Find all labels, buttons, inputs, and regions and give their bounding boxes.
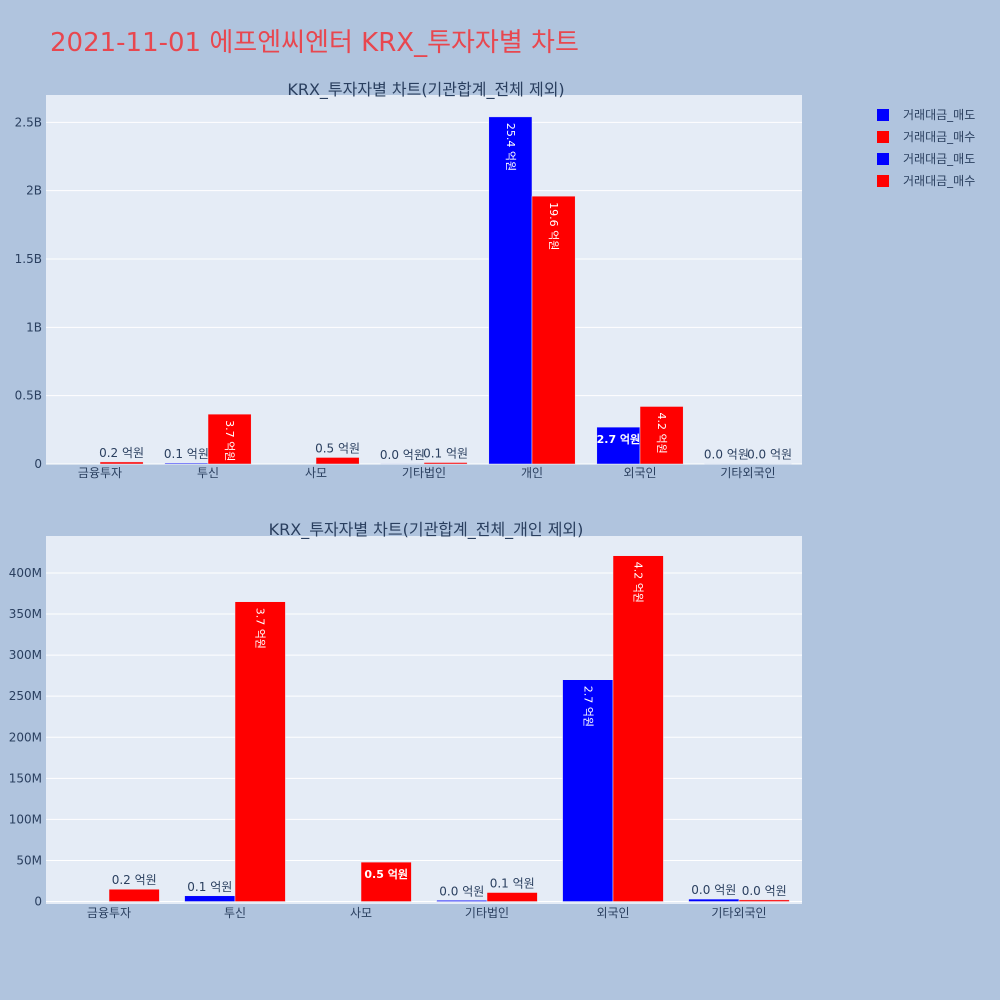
- y-tick-label: 2B: [26, 184, 42, 198]
- bar[interactable]: [164, 462, 209, 465]
- bar-label: 0.0 억원: [439, 884, 484, 898]
- y-tick-label: 1.5B: [15, 252, 42, 266]
- bar[interactable]: [207, 413, 252, 465]
- bar-label: 3.7 억원: [254, 608, 267, 649]
- bar[interactable]: [423, 462, 468, 465]
- y-tick-label: 2.5B: [15, 115, 42, 129]
- y-tick-label: 300M: [9, 648, 42, 662]
- bar[interactable]: [562, 679, 614, 902]
- x-tick-label: 사모: [350, 906, 372, 920]
- bar-label: 0.0 억원: [704, 448, 749, 462]
- legend-swatch: [877, 153, 889, 165]
- y-tick-label: 400M: [9, 566, 42, 580]
- bar[interactable]: [184, 895, 236, 902]
- bar[interactable]: [108, 888, 160, 902]
- bar[interactable]: [436, 900, 488, 902]
- legend-label: 거래대금_매도: [903, 152, 975, 166]
- bar-label: 25.4 억원: [504, 123, 517, 171]
- x-tick-label: 개인: [521, 466, 543, 480]
- bar[interactable]: [612, 555, 664, 902]
- bar[interactable]: [99, 461, 144, 465]
- x-tick-label: 투신: [224, 906, 246, 920]
- bar[interactable]: [531, 195, 576, 465]
- x-tick-label: 기타법인: [465, 906, 509, 920]
- legend-item[interactable]: 거래대금_매수: [877, 130, 975, 144]
- legend-label: 거래대금_매수: [903, 174, 975, 188]
- bar-label: 0.0 억원: [691, 883, 736, 897]
- y-tick-label: 100M: [9, 812, 42, 826]
- bar[interactable]: [488, 116, 533, 465]
- bar[interactable]: [688, 898, 740, 902]
- x-tick-label: 금융투자: [78, 466, 122, 480]
- x-tick-label: 투신: [197, 466, 219, 480]
- y-tick-label: 50M: [16, 853, 42, 867]
- y-tick-label: 200M: [9, 730, 42, 744]
- bar[interactable]: [315, 457, 360, 465]
- bar-label: 0.1 억원: [490, 877, 535, 891]
- chart-title: KRX_투자자별 차트(기관합계_전체 제외): [287, 80, 564, 100]
- bar-label: 0.1 억원: [187, 880, 232, 894]
- bar[interactable]: [234, 601, 286, 902]
- bar-label: 2.7 억원: [581, 686, 594, 727]
- plot-area: [46, 95, 802, 464]
- x-tick-label: 기타외국인: [720, 466, 775, 480]
- bar-label: 0.0 억원: [747, 448, 792, 462]
- bar[interactable]: [486, 892, 538, 902]
- bar-label: 0.1 억원: [164, 447, 209, 461]
- bar[interactable]: [596, 426, 641, 465]
- bar[interactable]: [360, 861, 412, 902]
- y-tick-label: 350M: [9, 607, 42, 621]
- x-tick-label: 외국인: [596, 906, 629, 920]
- page-title: 2021-11-01 에프엔씨엔터 KRX_투자자별 차트: [50, 28, 579, 58]
- bar-label: 0.0 억원: [742, 884, 787, 898]
- x-tick-label: 외국인: [623, 466, 656, 480]
- y-tick-label: 0: [34, 895, 42, 909]
- y-tick-label: 150M: [9, 771, 42, 785]
- bar-label: 4.2 억원: [632, 562, 645, 603]
- legend-item[interactable]: 거래대금_매도: [877, 108, 975, 122]
- legend-swatch: [877, 131, 889, 143]
- chart-top: 0 0.5B 1B 1.5B 2B 2.5B KRX_투자자별 차트(기관합계_전체 제외)…: [15, 80, 802, 480]
- bar-label: 0.5 억원: [315, 441, 360, 455]
- y-tick-label: 0.5B: [15, 389, 42, 403]
- bar-label: 2.7 억원: [597, 432, 641, 446]
- legend-label: 거래대금_매수: [903, 130, 975, 144]
- x-tick-label: 기타외국인: [711, 906, 766, 920]
- legend-swatch: [877, 109, 889, 121]
- bar-label: 0.5 억원: [364, 867, 408, 881]
- bar-label: 4.2 억원: [655, 412, 668, 453]
- legend-swatch: [877, 175, 889, 187]
- bar-label: 0.2 억원: [99, 446, 144, 460]
- legend-item[interactable]: 거래대금_매수: [877, 174, 975, 188]
- legend-label: 거래대금_매도: [903, 108, 975, 122]
- bar-label: 0.0 억원: [380, 448, 425, 462]
- chart-title: KRX_투자자별 차트(기관합계_전체_개인 제외): [269, 520, 584, 540]
- bar-label: 3.7 억원: [223, 420, 236, 461]
- bar[interactable]: [639, 406, 684, 465]
- x-tick-label: 기타법인: [402, 466, 446, 480]
- y-tick-label: 1B: [26, 320, 42, 334]
- bar[interactable]: [738, 899, 790, 902]
- chart-bottom: 0 50M 100M 150M 200M 250M 300M 350M 400M KRX_투자자별…: [9, 520, 802, 920]
- bar-label: 0.2 억원: [112, 873, 157, 887]
- legend-item[interactable]: 거래대금_매도: [877, 152, 975, 166]
- y-tick-label: 250M: [9, 689, 42, 703]
- bar-label: 0.1 억원: [423, 446, 468, 460]
- x-tick-label: 금융투자: [87, 906, 131, 920]
- y-tick-label: 0: [34, 457, 42, 471]
- bar-label: 19.6 억원: [547, 202, 560, 250]
- plot-area: [46, 536, 802, 904]
- x-tick-label: 사모: [305, 466, 327, 480]
